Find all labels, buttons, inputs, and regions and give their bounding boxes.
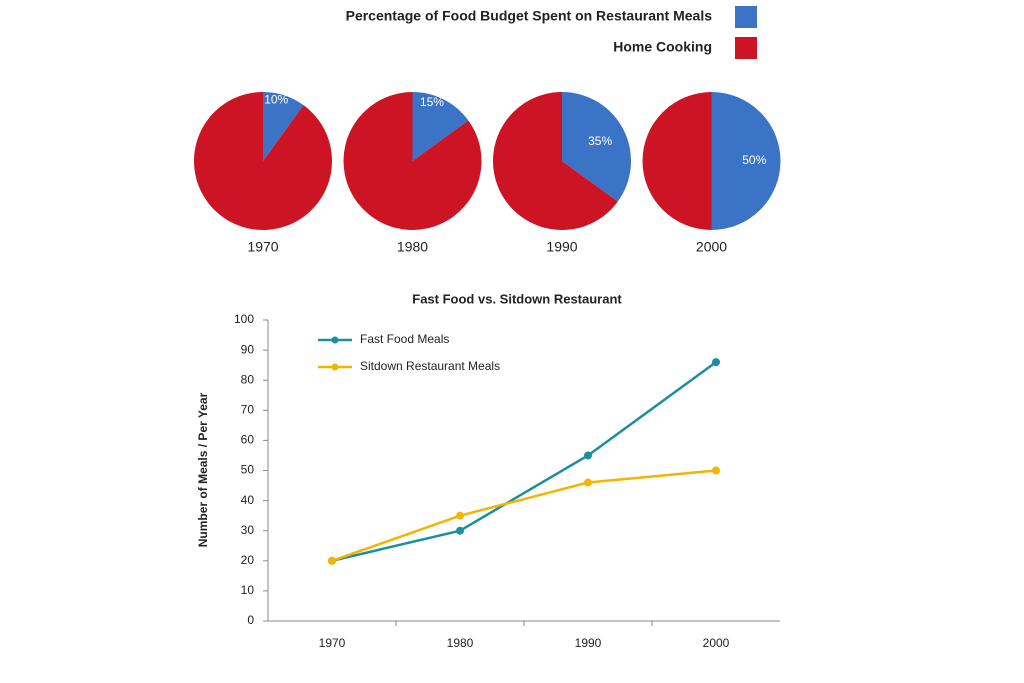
x-tick-label: 1970 xyxy=(319,636,346,650)
legend-marker xyxy=(331,363,339,371)
series-line xyxy=(331,469,717,562)
series-line xyxy=(331,361,717,563)
y-tick-label: 40 xyxy=(241,493,255,507)
legend-swatch xyxy=(735,6,757,28)
y-tick-label: 50 xyxy=(241,463,255,477)
data-point xyxy=(584,478,592,487)
x-tick-label: 2000 xyxy=(696,239,727,255)
x-tick-label: 1980 xyxy=(447,636,474,650)
data-point xyxy=(456,526,464,535)
y-tick-label: 90 xyxy=(241,342,255,356)
data-point xyxy=(328,556,336,565)
legend-label: Percentage of Food Budget Spent on Resta… xyxy=(346,8,713,24)
x-tick-label: 1970 xyxy=(247,239,278,255)
y-tick-label: 80 xyxy=(241,372,255,386)
legend-label: Fast Food Meals xyxy=(360,332,449,346)
y-tick-label: 60 xyxy=(241,433,255,447)
x-tick-label: 2000 xyxy=(703,636,730,650)
legend-label: Sitdown Restaurant Meals xyxy=(360,359,500,373)
x-tick-label: 1980 xyxy=(397,239,428,255)
y-tick-label: 20 xyxy=(241,553,255,567)
data-label: 15% xyxy=(420,95,444,109)
y-tick-label: 30 xyxy=(241,523,255,537)
pie-slice xyxy=(493,92,618,230)
y-axis-label: Number of Meals / Per Year xyxy=(196,392,210,547)
legend-label: Home Cooking xyxy=(613,39,712,55)
data-label: 50% xyxy=(742,153,766,167)
legend-swatch xyxy=(735,37,757,59)
pie-slice xyxy=(412,92,469,161)
chart-title: Fast Food vs. Sitdown Restaurant xyxy=(412,291,622,306)
y-tick-label: 10 xyxy=(241,583,255,597)
x-tick-label: 1990 xyxy=(546,239,577,255)
legend-marker xyxy=(331,336,339,344)
data-label: 10% xyxy=(264,92,288,106)
y-tick-label: 0 xyxy=(247,613,254,627)
pie-slice xyxy=(343,92,482,230)
data-label: 35% xyxy=(588,134,612,148)
y-tick-label: 100 xyxy=(234,312,254,326)
data-point xyxy=(712,466,720,475)
pie-slice xyxy=(263,92,304,161)
pie-slice xyxy=(642,92,712,231)
data-point xyxy=(456,511,464,520)
pie-slice xyxy=(562,92,631,202)
y-tick-label: 70 xyxy=(241,402,255,416)
pie-slice xyxy=(711,92,781,230)
x-tick-label: 1990 xyxy=(575,636,602,650)
data-point xyxy=(712,358,720,367)
pie-slice xyxy=(194,92,332,231)
data-point xyxy=(584,451,592,460)
